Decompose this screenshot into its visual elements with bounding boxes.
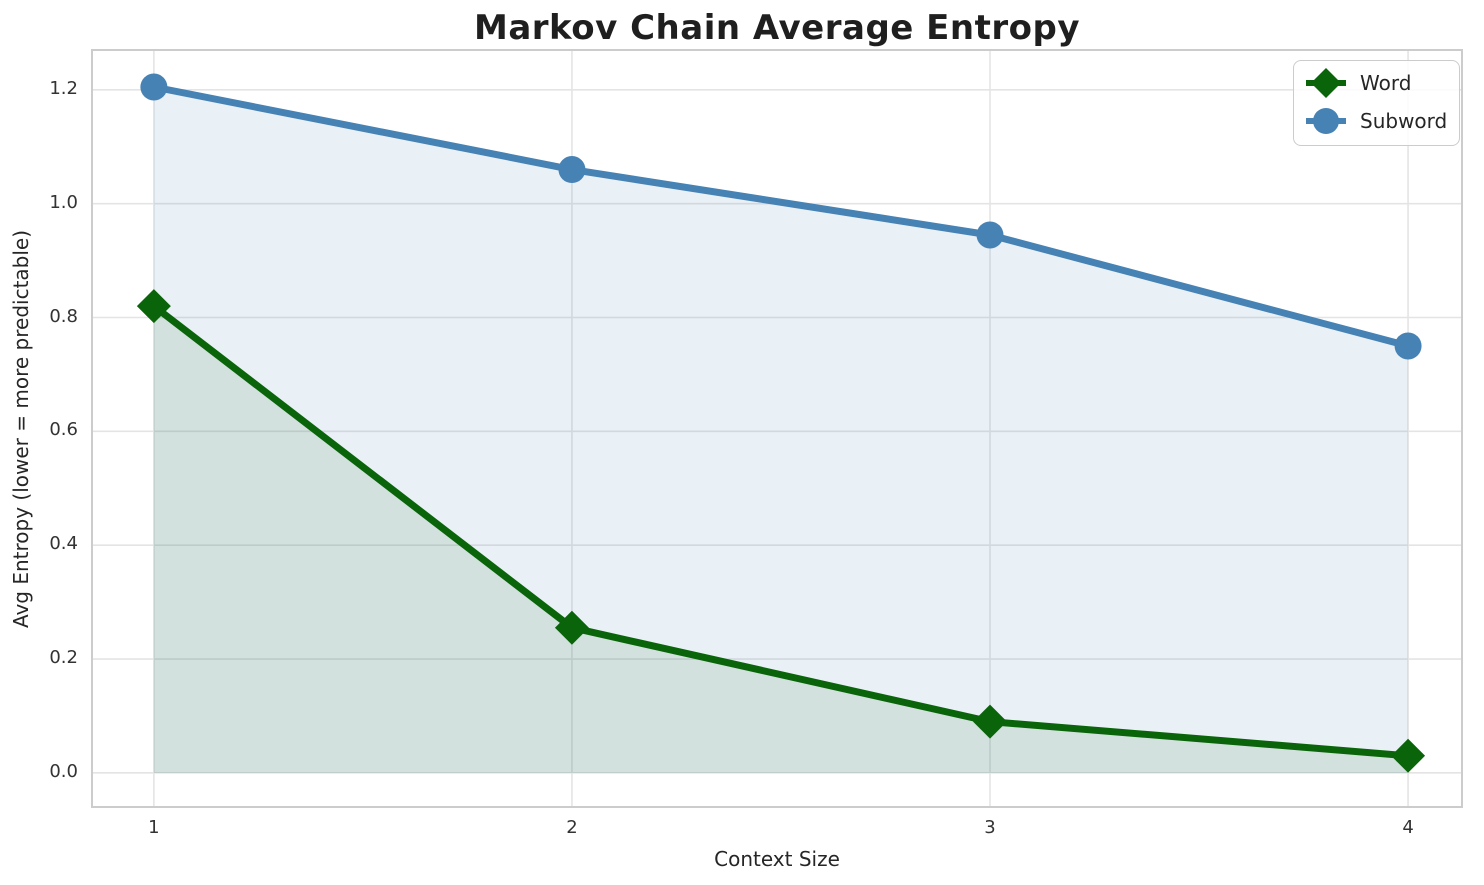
y-tick-label: 0.8 — [49, 305, 78, 327]
subword-marker — [976, 221, 1004, 249]
subword-marker — [140, 73, 168, 101]
subword-marker — [558, 156, 586, 184]
x-tick-label: 4 — [1402, 817, 1414, 838]
word-marker — [554, 610, 589, 645]
word-legend-marker — [1306, 68, 1346, 98]
x-tick-label: 3 — [984, 817, 996, 838]
subword-line — [150, 83, 1412, 350]
y-tick-label: 1.2 — [49, 77, 78, 99]
plot-border — [91, 49, 1463, 808]
legend: Word Subword — [1293, 60, 1460, 146]
y-tick-label: 0.4 — [49, 533, 78, 555]
legend-item-subword: Subword — [1302, 104, 1449, 138]
subword-area-fill — [153, 86, 1409, 773]
word-line — [150, 302, 1412, 760]
chart-title: Markov Chain Average Entropy — [474, 8, 1080, 48]
x-tick-label: 2 — [566, 817, 578, 838]
subword-legend-marker — [1306, 108, 1346, 134]
y-tick-label: 0.6 — [49, 419, 78, 441]
x-axis-label: Context Size — [714, 847, 840, 871]
word-marker — [1391, 738, 1426, 773]
subword-marker — [1394, 332, 1422, 360]
legend-label-subword: Subword — [1360, 109, 1448, 133]
legend-label-word: Word — [1360, 71, 1412, 95]
word-area-fill — [153, 306, 1409, 773]
x-tick-label: 1 — [148, 817, 160, 838]
legend-item-word: Word — [1302, 66, 1449, 100]
y-tick-label: 0.0 — [49, 760, 78, 782]
y-tick-label: 1.0 — [49, 191, 78, 213]
word-marker — [973, 704, 1008, 739]
word-marker — [136, 289, 171, 324]
y-tick-label: 0.2 — [49, 647, 78, 668]
